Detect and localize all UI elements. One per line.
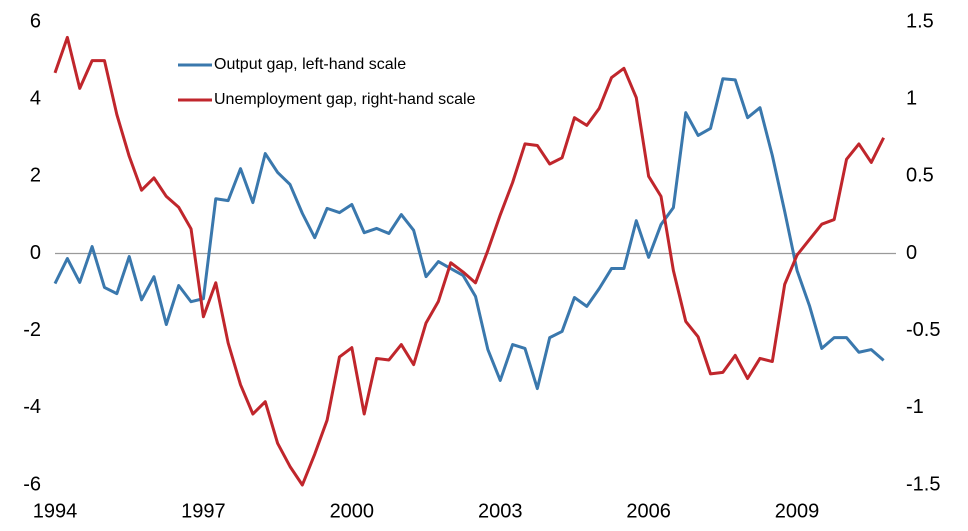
series-line bbox=[53, 77, 885, 391]
series-line bbox=[53, 35, 885, 487]
x-tick-label: 1997 bbox=[181, 500, 226, 522]
x-tick-label: 2003 bbox=[478, 500, 523, 522]
y2-tick-label: -0.5 bbox=[906, 319, 940, 341]
y-tick-label: -6 bbox=[23, 473, 41, 495]
y-tick-label: 0 bbox=[30, 242, 41, 264]
y-tick-label: -4 bbox=[23, 396, 41, 418]
y2-tick-label: -1.5 bbox=[906, 473, 940, 495]
y2-tick-label: 0 bbox=[906, 242, 917, 264]
y2-tick-label: -1 bbox=[906, 396, 924, 418]
y2-tick-label: 1 bbox=[906, 87, 917, 109]
x-tick-label: 2009 bbox=[775, 500, 820, 522]
y-tick-label: 2 bbox=[30, 165, 41, 187]
legend-label: Output gap, left-hand scale bbox=[214, 56, 406, 73]
x-tick-label: 1994 bbox=[33, 500, 78, 522]
y2-tick-label: 0.5 bbox=[906, 165, 934, 187]
x-tick-label: 2006 bbox=[626, 500, 671, 522]
y2-tick-label: 1.5 bbox=[906, 10, 934, 32]
legend-label: Unemployment gap, right-hand scale bbox=[214, 91, 476, 108]
y-tick-label: -2 bbox=[23, 319, 41, 341]
x-tick-label: 2000 bbox=[330, 500, 375, 522]
y-tick-label: 6 bbox=[30, 10, 41, 32]
y-tick-label: 4 bbox=[30, 87, 41, 109]
